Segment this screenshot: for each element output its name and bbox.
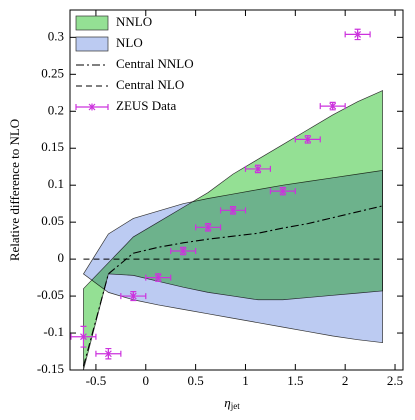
legend-label: ZEUS Data — [116, 98, 177, 113]
plot-frame — [69, 9, 404, 371]
x-tick-label: 0 — [143, 373, 150, 388]
legend-label: NLO — [116, 35, 143, 50]
line — [82, 205, 383, 367]
y-axis-label: Relative difference to NLO — [7, 119, 22, 261]
y-tick-label: 0.2 — [48, 102, 64, 117]
point — [204, 223, 212, 231]
legend-swatch — [75, 15, 109, 31]
point — [88, 103, 96, 111]
y-tick-label: 0.3 — [48, 28, 64, 43]
point — [304, 135, 312, 143]
legend-label: NNLO — [116, 14, 152, 29]
point — [129, 292, 137, 300]
legend-label: Central NLO — [116, 77, 184, 92]
x-tick-label: 2 — [342, 373, 349, 388]
x-axis-label: ηjet — [224, 395, 240, 411]
point — [104, 350, 112, 358]
point — [254, 165, 262, 173]
y-tick-label: 0.15 — [41, 139, 64, 154]
point — [80, 333, 87, 341]
x-label-symbol: η — [224, 395, 230, 410]
y-tick-label: -0.1 — [43, 324, 64, 339]
point — [279, 187, 287, 195]
point — [354, 30, 362, 38]
x-tick-label: 1 — [242, 373, 249, 388]
legend-label: Central NNLO — [116, 56, 194, 71]
x-tick-label: -0.5 — [86, 373, 107, 388]
y-tick-label: 0.05 — [41, 213, 64, 228]
legend: NNLO NLO Central NNLO Central NLO ZEUS Data — [75, 14, 194, 113]
y-tick-label: -0.15 — [37, 361, 64, 376]
y-tick-label: 0 — [58, 250, 65, 265]
y-tick-label: -0.05 — [37, 287, 64, 302]
x-tick-label: 1.5 — [287, 373, 303, 388]
point — [229, 206, 237, 214]
x-tick-label: 2.5 — [387, 373, 403, 388]
y-tick-label: 0.25 — [41, 65, 64, 80]
point — [154, 274, 162, 282]
x-label-subscript: jet — [230, 401, 240, 411]
point — [329, 102, 337, 110]
legend-swatch — [75, 36, 109, 52]
band — [83, 90, 383, 370]
plot-area — [82, 90, 383, 370]
y-tick-label: 0.1 — [48, 176, 64, 191]
point — [179, 247, 187, 255]
x-tick-label: 0.5 — [187, 373, 203, 388]
